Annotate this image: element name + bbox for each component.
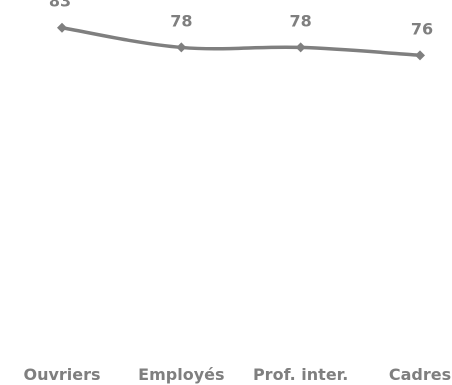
data-label: 76 — [411, 19, 433, 38]
series-layer — [57, 22, 425, 61]
category-tick-label: Employés — [138, 365, 224, 384]
data-point-marker — [415, 50, 425, 61]
data-label: 78 — [290, 11, 312, 30]
data-point-marker — [295, 42, 306, 53]
category-axis: Ouvriers Employés Prof. inter. Cadres — [23, 365, 451, 384]
category-tick-label: Ouvriers — [23, 365, 100, 384]
data-label: 78 — [170, 11, 192, 30]
series-line — [60, 25, 422, 58]
category-tick-label: Cadres — [389, 365, 451, 384]
category-tick-label: Prof. inter. — [253, 365, 348, 384]
data-point-marker — [176, 42, 187, 53]
data-label: 83 — [49, 0, 71, 11]
label-layer: 83 78 78 76 — [49, 0, 433, 38]
data-point-marker — [57, 22, 67, 33]
